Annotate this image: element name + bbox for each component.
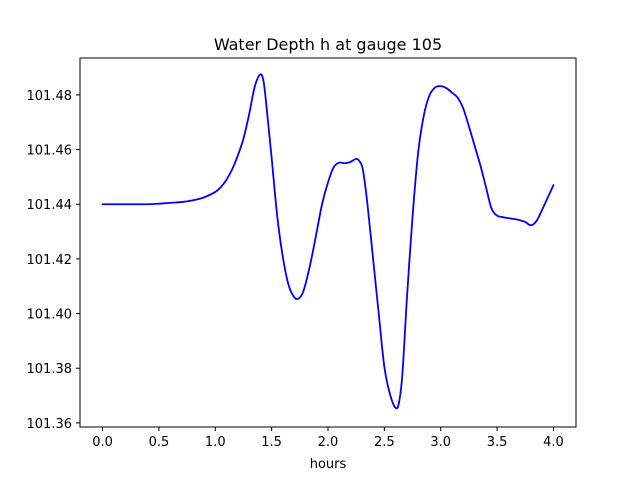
x-tick-label: 2.0	[318, 435, 339, 450]
x-tick-label: 1.0	[205, 435, 226, 450]
x-axis-label: hours	[310, 457, 347, 472]
y-tick-label: 101.46	[27, 144, 73, 159]
x-tick-label: 3.5	[487, 435, 508, 450]
y-tick-label: 101.44	[27, 198, 73, 213]
y-tick-label: 101.36	[27, 417, 73, 432]
y-tick-label: 101.38	[27, 362, 73, 377]
y-tick-label: 101.42	[27, 253, 73, 268]
x-tick-label: 0.0	[92, 435, 113, 450]
x-tick-label: 2.5	[374, 435, 395, 450]
x-tick-label: 1.5	[261, 435, 282, 450]
x-tick-label: 0.5	[149, 435, 170, 450]
x-axis: 0.0 0.5 1.0 1.5 2.0 2.5 3.0 3.5 4.0	[92, 427, 564, 450]
series-line	[101, 73, 555, 410]
plot-content	[101, 73, 555, 410]
y-tick-label: 101.40	[27, 308, 73, 323]
y-tick-label: 101.48	[27, 89, 73, 104]
x-tick-label: 3.0	[430, 435, 451, 450]
y-axis: 101.36 101.38 101.40 101.42 101.44 101.46 101.…	[27, 89, 80, 432]
chart-title: Water Depth h at gauge 105	[214, 35, 442, 54]
x-tick-label: 4.0	[543, 435, 564, 450]
